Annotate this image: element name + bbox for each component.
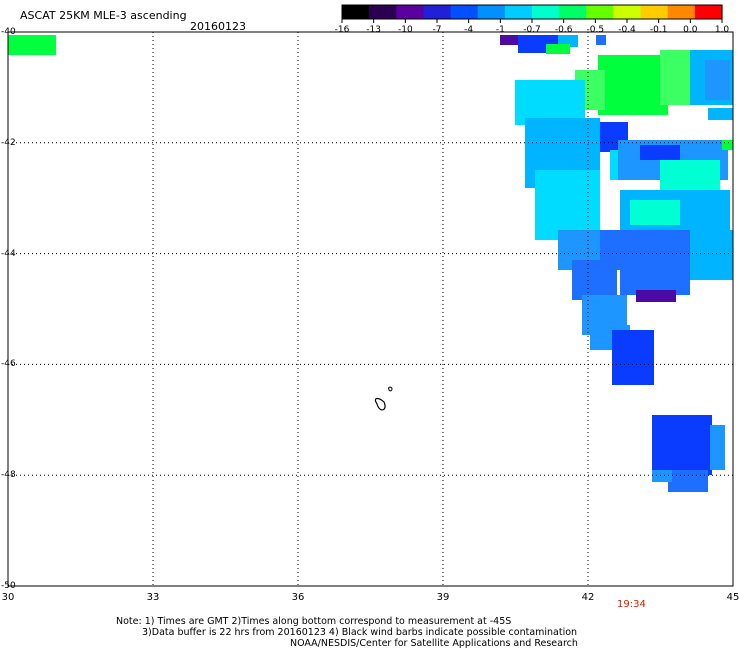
longitude-tick-label: 36 [291,592,305,603]
map-title: ASCAT 25KM MLE-3 ascending [20,9,187,22]
colorbar-tick-label: -1 [495,25,505,35]
colorbar-tick-label: -0.6 [554,25,573,35]
island-coastline [374,397,386,411]
map-date: 20160123 [190,20,246,33]
latitude-tick-label: -42 [1,137,16,148]
colorbar-tick-label: -0.5 [586,25,605,35]
latitude-tick-label: -50 [1,581,16,591]
scatterometer-cell [630,200,680,225]
scatterometer-cell [640,145,680,160]
note-line-3: NOAA/NESDIS/Center for Satellite Applica… [290,638,578,649]
colorbar-tick-label: 1.0 [714,25,730,35]
scatterometer-cell [546,44,570,54]
map-frame [7,31,734,587]
scatterometer-cell [598,55,668,115]
scatterometer-cell [708,108,733,120]
longitude-tick-label: 30 [1,592,15,603]
colorbar-swatch [667,5,696,19]
colorbar-swatch [423,5,452,19]
scatterometer-cell [652,470,672,482]
colorbar-tick-label: -16 [334,25,350,35]
scatterometer-cell [612,330,654,385]
colorbar-swatch [694,5,723,19]
scatterometer-cell [722,140,733,150]
colorbar-tick-label: -0.4 [618,25,636,35]
scatterometer-cell [690,230,733,280]
colorbar-swatch [342,5,370,19]
scatterometer-cell [660,50,690,105]
islet-coastline [388,386,393,392]
longitude-tick-label: 42 [581,592,595,603]
scatterometer-cell [652,415,712,475]
colorbar-swatch [396,5,425,19]
colorbar-tick-label: -4 [464,25,474,35]
scatterometer-cell [8,35,56,55]
scatterometer-cell [515,80,585,125]
colorbar-swatch [640,5,669,19]
colorbar-swatch [532,5,560,19]
scatterometer-cell [636,290,676,302]
scatterometer-cell [710,425,725,470]
latitude-tick-label: -44 [1,248,16,259]
colorbar [341,4,723,23]
colorbar-tick-label: 0.0 [683,25,698,35]
latitude-tick-label: -40 [1,27,16,37]
scatterometer-cell [660,160,720,190]
latitude-tick-label: -46 [1,359,16,370]
pass-time-label: 19:34 [617,599,646,610]
colorbar-swatch [369,5,397,19]
colorbar-swatch [450,5,479,19]
latitude-tick-label: -48 [1,470,16,481]
scatterometer-cell [705,60,730,100]
longitude-tick-label: 39 [436,592,450,603]
scatterometer-cell [500,35,518,45]
note-line-1: Note: 1) Times are GMT 2)Times along bot… [116,616,512,627]
scatterometer-cell [668,470,708,492]
colorbar-swatch [504,5,533,19]
colorbar-swatch [586,5,615,19]
colorbar-tick-label: -0.1 [649,25,668,35]
longitude-tick-label: 33 [146,592,160,603]
colorbar-tick-label: -10 [397,25,413,35]
colorbar-tick-label: -7 [432,25,442,35]
scatterometer-cell [596,35,606,45]
colorbar-tick-label: -0.7 [523,25,541,35]
colorbar-tick-label: -13 [366,25,382,35]
colorbar-swatch [477,5,506,19]
note-line-2: 3)Data buffer is 22 hrs from 20160123 4)… [142,627,578,638]
colorbar-swatch [559,5,587,19]
scatterometer-cell [535,170,600,240]
longitude-tick-label: 45 [726,592,740,603]
colorbar-swatch [613,5,642,19]
